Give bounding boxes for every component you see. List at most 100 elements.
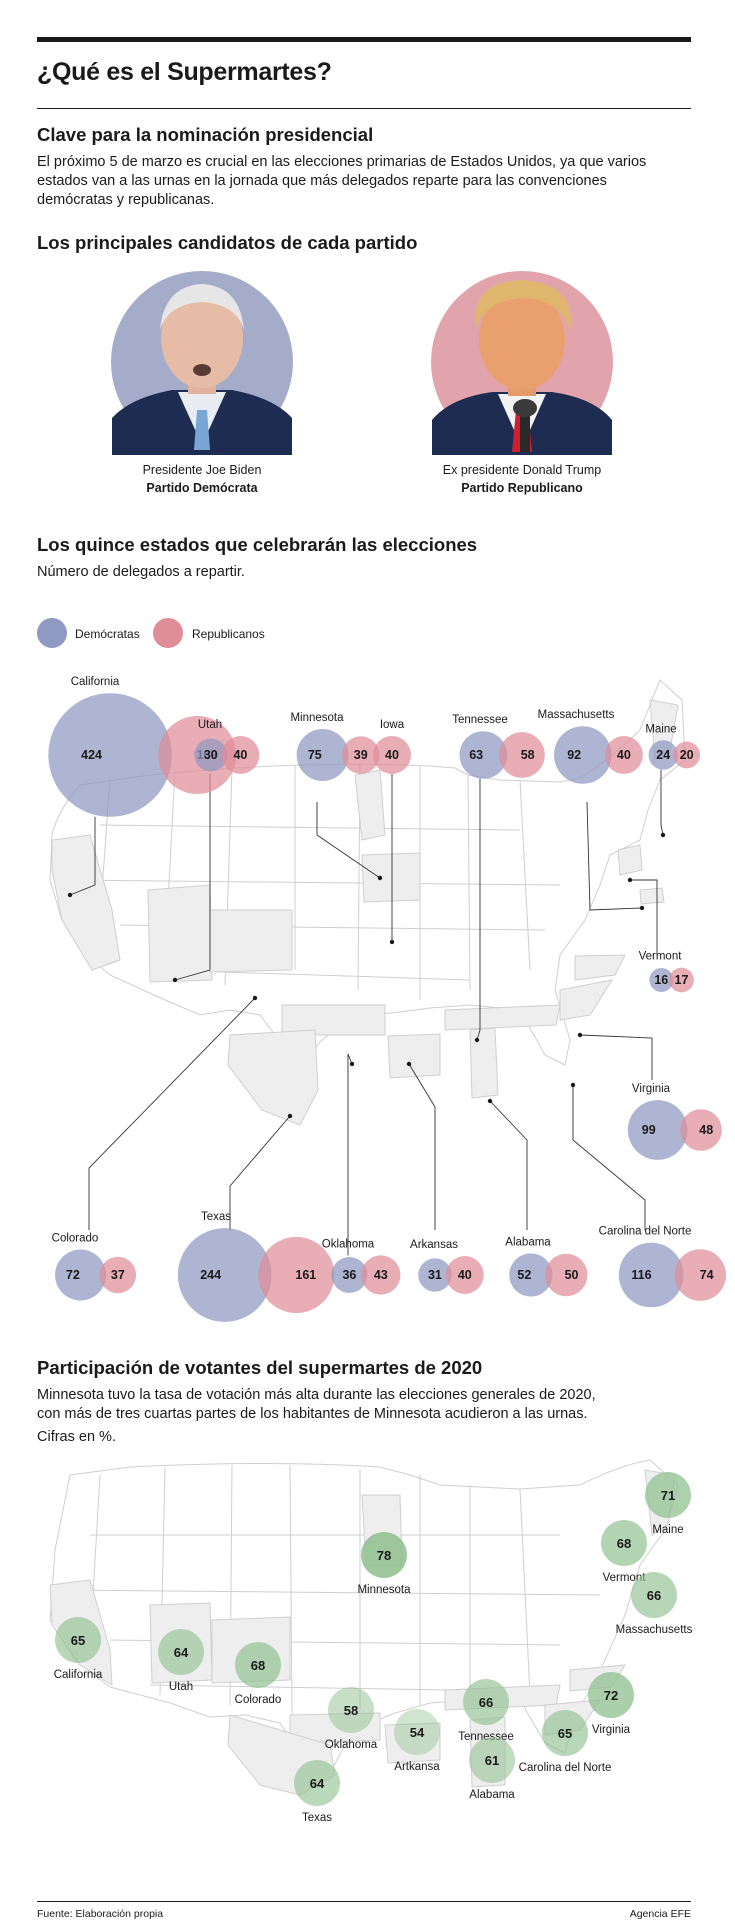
dem-value: 244 xyxy=(200,1268,221,1282)
turnout-group-california: 65 California xyxy=(54,1617,103,1681)
candidate-biden: Presidente Joe Biden Partido Demócrata xyxy=(102,463,302,495)
turnout-group-virginia: 72 Virginia xyxy=(588,1672,634,1736)
turnout-bubble xyxy=(328,1687,374,1733)
state-shape xyxy=(559,979,614,1021)
bubble-group-tennessee: Tennessee 63 58 xyxy=(452,714,545,779)
turnout-state-label: Texas xyxy=(302,1812,332,1824)
dem-bubble xyxy=(177,1228,272,1322)
highlighted-states xyxy=(51,699,679,1126)
turnout-bubble xyxy=(601,1520,647,1566)
dem-bubble xyxy=(55,1249,106,1301)
state-marker-california xyxy=(67,892,73,898)
delegates-subheading: Número de delegados a repartir. xyxy=(37,564,245,580)
dem-value: 31 xyxy=(428,1268,442,1282)
rep-value: 20 xyxy=(680,748,694,762)
state-label: Arkansas xyxy=(410,1239,458,1251)
turnout-bubble xyxy=(542,1710,588,1756)
bubble-group-iowa: Iowa 40 xyxy=(373,719,411,774)
legend-label-republicans: Republicanos xyxy=(192,627,265,641)
state-label: Texas xyxy=(201,1211,231,1223)
state-marker-alabama xyxy=(487,1098,493,1104)
dem-bubble xyxy=(331,1257,368,1293)
state-marker-virginia xyxy=(577,1032,583,1038)
turnout-bubble xyxy=(235,1642,281,1688)
dem-bubble xyxy=(459,731,508,779)
dem-value: 116 xyxy=(631,1268,651,1282)
turnout-state-label: Massachusetts xyxy=(616,1624,693,1636)
title-rule xyxy=(37,108,691,109)
turnout-units: Cifras en %. xyxy=(37,1429,116,1445)
state-label: Maine xyxy=(645,723,676,735)
turnout-value: 54 xyxy=(410,1725,425,1740)
turnout-bubbles: 71Maine78Minnesota68Vermont66Massachuset… xyxy=(54,1472,693,1824)
rep-value: 17 xyxy=(675,973,689,987)
turnout-bubble xyxy=(55,1617,101,1663)
state-label: Tennessee xyxy=(452,714,508,726)
turnout-bubble xyxy=(469,1737,515,1783)
leader-line-carolina-del-norte xyxy=(572,1085,646,1230)
state-shape xyxy=(361,852,421,903)
rep-bubble xyxy=(99,1256,137,1294)
state-marker-carolina-del-norte xyxy=(570,1082,576,1088)
turnout-value: 68 xyxy=(617,1536,631,1551)
bubble-group-arkansas: Arkansas 31 40 xyxy=(410,1239,484,1294)
bubble-group-massachusetts: Massachusetts 92 40 xyxy=(538,709,643,784)
candidate-trump: Ex presidente Donald Trump Partido Repub… xyxy=(419,463,625,495)
turnout-bubble xyxy=(361,1532,407,1578)
legend-swatch-democrats xyxy=(37,618,67,648)
turnout-group-oklahoma: 58 Oklahoma xyxy=(325,1687,378,1751)
state-shape xyxy=(147,884,213,983)
dem-bubble xyxy=(648,740,678,770)
delegate-bubbles: California424169Utah3040Minnesota7539Iow… xyxy=(48,676,727,1322)
intro-line: El próximo 5 de marzo es crucial en las … xyxy=(37,154,647,170)
candidate-portraits xyxy=(111,271,613,455)
turnout-state-label: Colorado xyxy=(235,1694,282,1706)
state-marker-arkansas xyxy=(406,1061,412,1067)
bubble-group-minnesota: Minnesota 75 39 xyxy=(290,712,380,781)
turnout-group-texas: 64 Texas xyxy=(294,1760,340,1824)
turnout-state-label: Artkansa xyxy=(394,1761,440,1773)
leader-line-texas xyxy=(229,1115,291,1230)
turnout-body: Minnesota tuvo la tasa de votación más a… xyxy=(37,1386,697,1424)
rep-bubble xyxy=(221,736,260,774)
turnout-bubble xyxy=(631,1572,677,1618)
rep-value: 40 xyxy=(385,748,399,762)
turnout-value: 61 xyxy=(485,1753,499,1768)
us-map-outline xyxy=(49,1459,679,1776)
turnout-state-label: Maine xyxy=(652,1524,683,1536)
dem-value: 24 xyxy=(656,748,670,762)
legend-swatch-republicans xyxy=(153,618,183,648)
bubble-group-virginia: Virginia 99 48 xyxy=(627,1083,722,1160)
delegates-chart: California424169Utah3040Minnesota7539Iow… xyxy=(48,676,727,1322)
delegates-heading: Los quince estados que celebrarán las el… xyxy=(37,534,478,555)
state-label: Colorado xyxy=(52,1233,99,1245)
turnout-group-artkansa: 54 Artkansa xyxy=(394,1709,440,1773)
rep-bubble xyxy=(445,1256,484,1294)
dem-value: 99 xyxy=(642,1123,656,1137)
footer-agency: Agencia EFE xyxy=(629,1908,691,1920)
leader-line-tennessee xyxy=(476,778,481,1041)
leader-line-oklahoma xyxy=(347,1053,353,1256)
turnout-group-vermont: 68 Vermont xyxy=(601,1520,647,1584)
state-label: Virginia xyxy=(632,1083,671,1095)
dem-value: 424 xyxy=(81,748,102,762)
dem-bubble xyxy=(627,1100,688,1160)
trump-portrait xyxy=(431,271,613,455)
bubble-group-alabama: Alabama 52 50 xyxy=(505,1236,588,1297)
state-marker-texas xyxy=(287,1113,293,1119)
candidate-name: Ex presidente Donald Trump xyxy=(442,463,602,477)
state-shape xyxy=(387,1033,441,1079)
bubble-group-maine: Maine 24 20 xyxy=(645,723,701,770)
dem-value: 52 xyxy=(517,1268,531,1282)
state-label: California xyxy=(71,676,120,688)
turnout-value: 66 xyxy=(479,1695,493,1710)
state-shape xyxy=(209,909,293,973)
bubble-group-carolina-del-norte: Carolina del Norte 116 74 xyxy=(599,1226,727,1308)
state-label: Oklahoma xyxy=(322,1238,375,1250)
state-marker-tennessee xyxy=(474,1037,480,1043)
turnout-group-utah: 64 Utah xyxy=(158,1629,204,1693)
state-shape xyxy=(281,1004,386,1036)
dem-value: 72 xyxy=(66,1268,80,1282)
turnout-bubble xyxy=(588,1672,634,1718)
state-shape xyxy=(639,887,665,905)
